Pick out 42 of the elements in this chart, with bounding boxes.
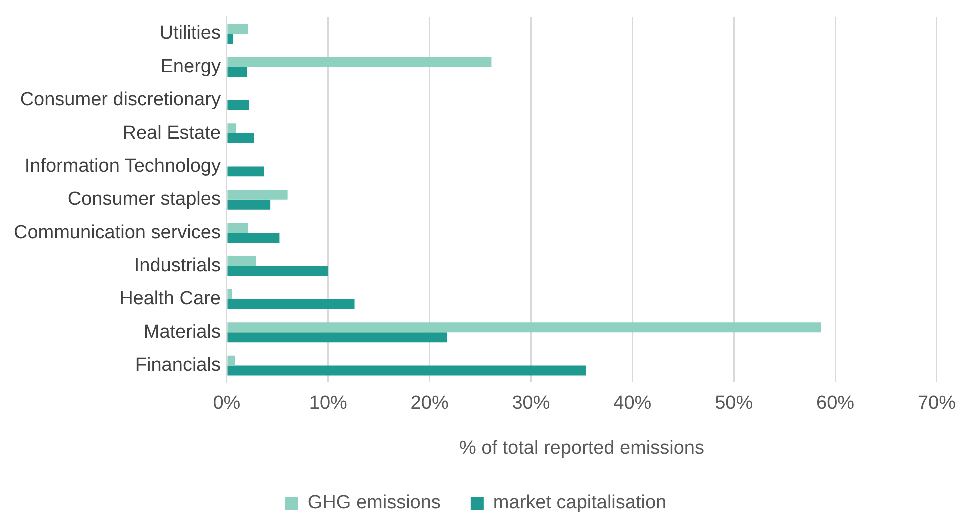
legend-label: market capitalisation bbox=[493, 492, 667, 514]
y-tick-label: Industrials bbox=[134, 256, 221, 276]
x-tick-label: 30% bbox=[512, 393, 550, 414]
bar bbox=[228, 100, 250, 110]
bar bbox=[228, 34, 234, 44]
bar bbox=[228, 322, 822, 333]
x-tick-label: 50% bbox=[715, 393, 754, 414]
y-tick-label: Materials bbox=[144, 322, 221, 343]
x-tick-label: 70% bbox=[918, 393, 956, 414]
bar bbox=[228, 57, 492, 68]
bar bbox=[228, 190, 288, 200]
bar bbox=[228, 233, 280, 244]
y-tick-label: Consumer staples bbox=[68, 189, 221, 210]
bar bbox=[228, 256, 256, 266]
x-tick-label: 60% bbox=[816, 393, 855, 414]
y-tick-label: Consumer discretionary bbox=[20, 90, 222, 111]
bar bbox=[228, 67, 248, 78]
y-tick-label: Communication services bbox=[14, 222, 221, 244]
bar bbox=[228, 200, 271, 210]
x-tick-label: 20% bbox=[410, 393, 449, 414]
x-tick-label: 10% bbox=[309, 393, 348, 414]
bar bbox=[228, 289, 232, 300]
y-tick-label: Utilities bbox=[160, 23, 221, 44]
bar bbox=[228, 124, 236, 134]
bar bbox=[228, 366, 586, 376]
x-tick-label: 0% bbox=[213, 393, 241, 414]
bar bbox=[228, 299, 355, 310]
bar bbox=[228, 24, 248, 34]
y-tick-label: Health Care bbox=[120, 288, 221, 310]
legend-label: GHG emissions bbox=[308, 492, 441, 514]
y-tick-label: Information Technology bbox=[24, 156, 222, 177]
bar bbox=[228, 356, 236, 366]
bar bbox=[228, 266, 328, 276]
y-tick-label: Real Estate bbox=[122, 122, 221, 144]
bar bbox=[228, 332, 448, 343]
x-tick-label: 40% bbox=[614, 393, 652, 414]
bar bbox=[228, 223, 248, 234]
x-axis-title: % of total reported emissions bbox=[459, 438, 704, 459]
bar bbox=[228, 166, 264, 177]
y-tick-label: Energy bbox=[160, 56, 222, 78]
bar bbox=[228, 134, 254, 144]
y-tick-label: Financials bbox=[135, 355, 221, 376]
